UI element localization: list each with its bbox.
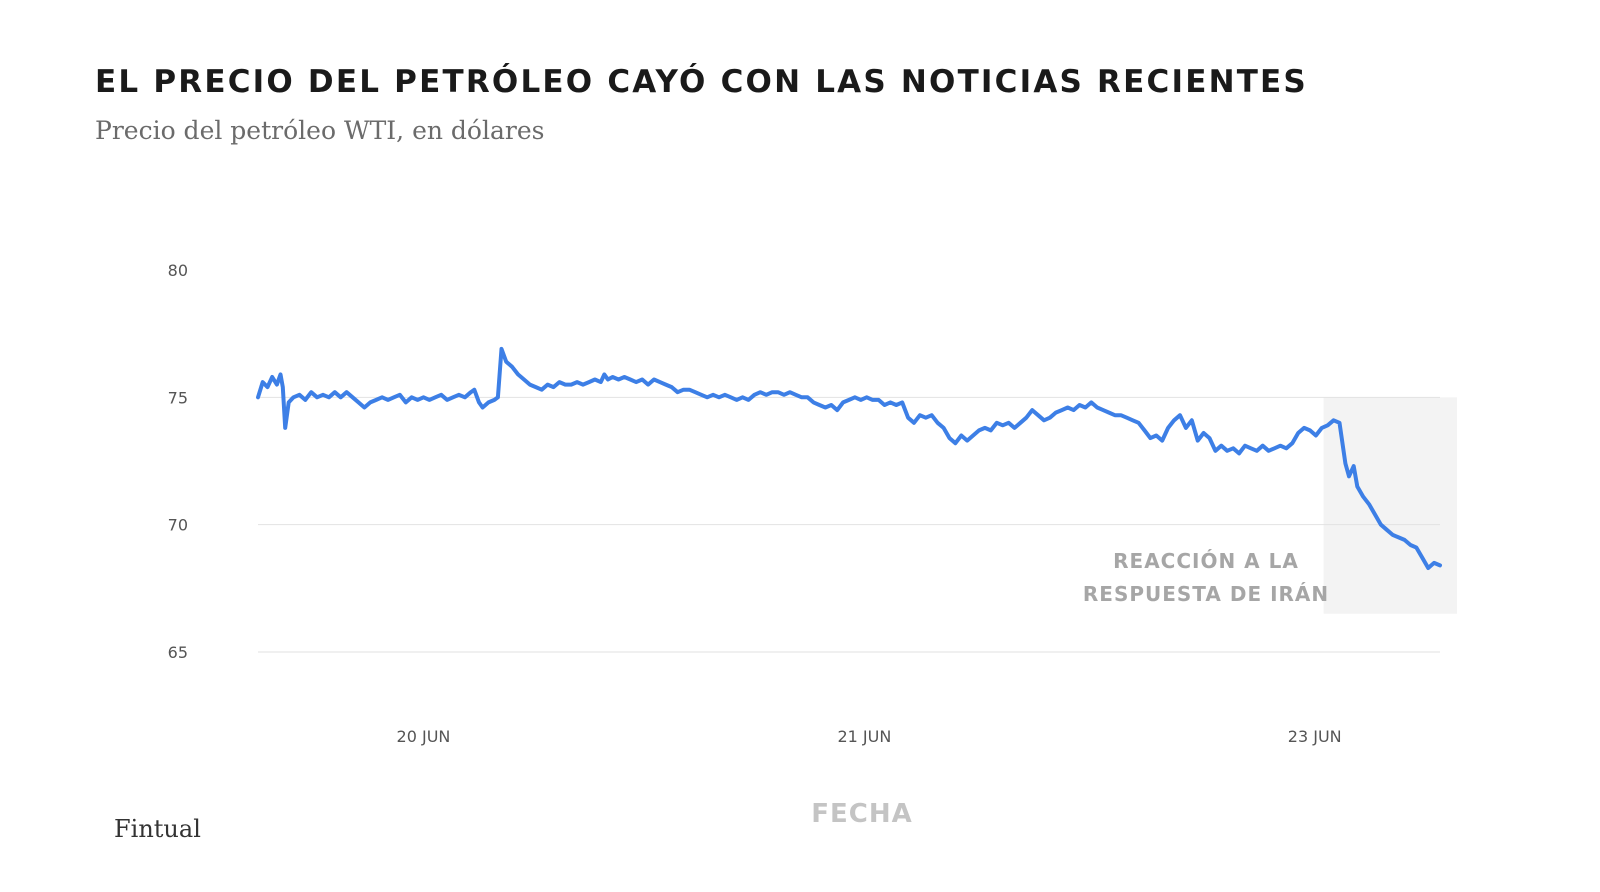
y-tick-label: 80 (168, 261, 188, 280)
y-axis-ticks: 80 75 70 65 (168, 261, 188, 662)
annotation-line-1: REACCIÓN A LA (1113, 549, 1299, 573)
series-line (256, 346, 1442, 570)
annotation-shaded-region (1323, 397, 1457, 614)
y-tick-label: 70 (168, 516, 188, 535)
x-tick-label: 20 JUN (397, 727, 451, 746)
grid-lines (258, 396, 1440, 653)
chart-subtitle: Precio del petróleo WTI, en dólares (95, 116, 545, 145)
x-tick-label: 23 JUN (1288, 727, 1342, 746)
x-tick-label: 21 JUN (837, 727, 891, 746)
chart-title: EL PRECIO DEL PETRÓLEO CAYÓ CON LAS NOTI… (95, 64, 1308, 100)
annotation-line-2: RESPUESTA DE IRÁN (1083, 582, 1329, 606)
y-tick-label: 75 (168, 388, 188, 407)
x-axis-ticks: 20 JUN 21 JUN 23 JUN (397, 727, 1342, 746)
source-logo: Fintual (114, 815, 201, 843)
x-axis-label: FECHA (811, 799, 912, 829)
y-tick-label: 65 (168, 643, 188, 662)
